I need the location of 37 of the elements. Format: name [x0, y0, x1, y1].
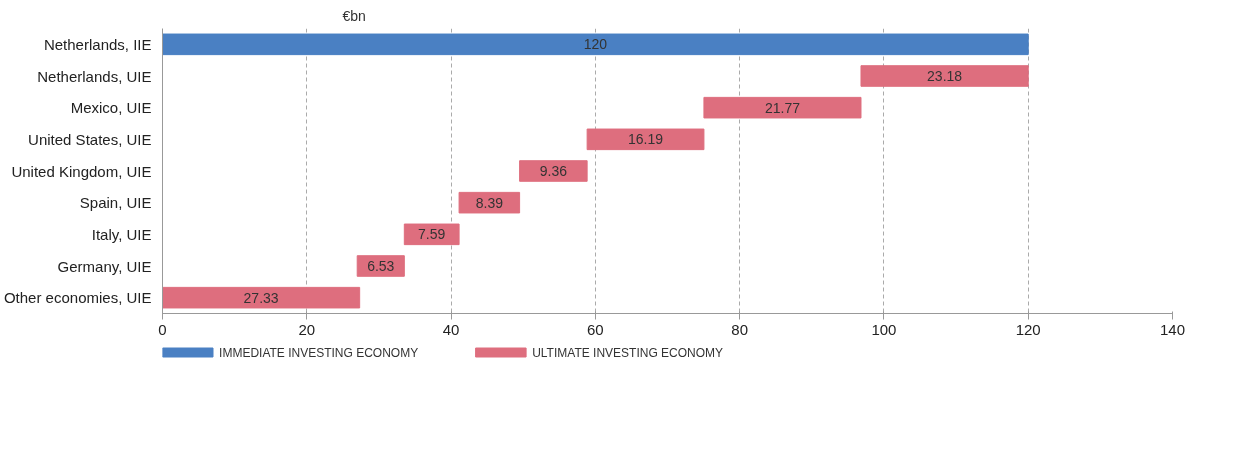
- bar: [586, 128, 705, 151]
- bar: [403, 223, 460, 246]
- y-tick-label: Mexico, UIE: [70, 99, 152, 117]
- text: €bn: [342, 7, 366, 24]
- x-tick-label: 20: [298, 320, 316, 338]
- y-tick-label: United Kingdom, UIE: [11, 162, 152, 180]
- x-tick-label: 120: [1015, 320, 1041, 338]
- bar: [860, 65, 1029, 87]
- x-tick-label: 80: [731, 320, 748, 338]
- y-tick-label: Netherlands, UIE: [37, 67, 152, 85]
- x-tick-label: 60: [587, 320, 604, 338]
- bar: [162, 286, 361, 309]
- y-tick-label: Other economies, UIE: [3, 289, 152, 307]
- data-label: 6.53: [367, 258, 395, 274]
- y-tick-label: Italy, UIE: [91, 225, 152, 243]
- data-label: 21.77: [764, 99, 801, 116]
- bar: [519, 160, 588, 182]
- data-label: 7.59: [418, 226, 446, 243]
- bar: [458, 191, 521, 214]
- data-label: 120: [583, 36, 608, 53]
- x-tick-label: 0: [158, 320, 167, 338]
- data-label: 23.18: [927, 68, 963, 84]
- y-tick-label: Germany, UIE: [57, 257, 152, 275]
- data-label: 9.36: [539, 163, 568, 179]
- y-tick-label: Spain, UIE: [79, 194, 152, 212]
- data-label: 16.19: [628, 131, 664, 148]
- bar: [162, 33, 1029, 56]
- x-tick-label: 40: [442, 320, 460, 338]
- legend-label: ULTIMATE INVESTING ECONOMY: [532, 345, 724, 360]
- data-label: 8.39: [475, 194, 504, 211]
- y-tick-label: Netherlands, IIE: [43, 35, 152, 53]
- bar: [703, 96, 862, 119]
- x-tick-label: 140: [1159, 320, 1186, 338]
- x-tick-label: 100: [871, 320, 897, 338]
- y-tick-label: United States, UIE: [28, 130, 152, 148]
- data-label: 27.33: [243, 289, 279, 306]
- legend-label: IMMEDIATE INVESTING ECONOMY: [219, 345, 419, 360]
